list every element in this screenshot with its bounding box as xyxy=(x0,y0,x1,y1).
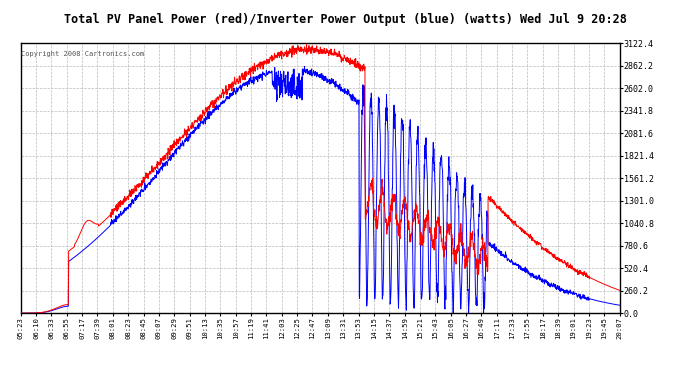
Text: Total PV Panel Power (red)/Inverter Power Output (blue) (watts) Wed Jul 9 20:28: Total PV Panel Power (red)/Inverter Powe… xyxy=(63,13,627,26)
Text: Copyright 2008 Cartronics.com: Copyright 2008 Cartronics.com xyxy=(21,51,144,57)
